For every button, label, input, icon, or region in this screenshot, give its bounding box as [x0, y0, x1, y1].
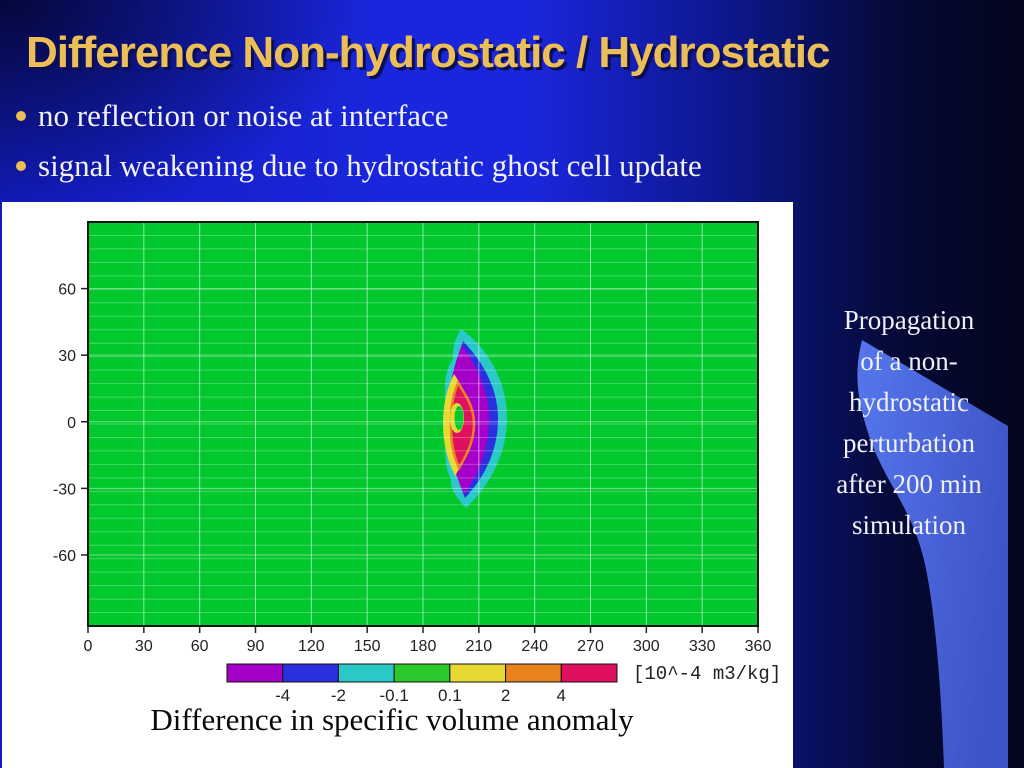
slide-title: Difference Non-hydrostatic / Hydrostatic: [26, 28, 831, 77]
side-note-line: perturbation: [843, 428, 975, 458]
side-note-line: simulation: [852, 510, 966, 540]
colorbar-segment: [393, 663, 451, 683]
colorbar-segment: [226, 663, 284, 683]
x-tick-label: 330: [689, 638, 716, 655]
colorbar-segment: [449, 663, 507, 683]
contour-plot: 0 30 60 90 120 150 180 210 240 270 300 330 36060300-…: [53, 221, 781, 705]
x-tick-label: 30: [135, 638, 153, 655]
x-tick-label: 360: [745, 638, 772, 655]
x-tick-label: 0: [84, 638, 93, 655]
x-tick-label: 270: [577, 638, 604, 655]
bullet-list: no reflection or noise at interface sign…: [14, 94, 702, 194]
bullet-dot-icon: [16, 111, 26, 121]
x-tick-label: 150: [354, 638, 381, 655]
y-tick-label: -60: [53, 548, 76, 565]
colorbar-label: 2: [501, 686, 510, 705]
x-tick-label: 90: [247, 638, 265, 655]
bullet-dot-icon: [16, 161, 26, 171]
plot-frame: [87, 221, 759, 627]
x-tick-label: 60: [191, 638, 209, 655]
bullet-text: signal weakening due to hydrostatic ghos…: [38, 148, 702, 183]
y-tick-label: 0: [67, 415, 76, 432]
bullet-item: signal weakening due to hydrostatic ghos…: [14, 144, 702, 188]
chart-caption: Difference in specific volume anomaly: [150, 702, 634, 737]
side-note-line: Propagation: [843, 305, 975, 335]
colorbar-segment: [282, 663, 339, 683]
bullet-text: no reflection or noise at interface: [38, 98, 449, 133]
bullet-item: no reflection or noise at interface: [14, 94, 702, 138]
colorbar-segment: [505, 663, 562, 683]
colorbar-label: 0.1: [438, 686, 462, 705]
side-note-line: of a non-: [860, 346, 958, 376]
y-tick-label: -30: [53, 481, 76, 498]
colorbar-label: -4: [275, 686, 290, 705]
y-tick-label: 60: [58, 282, 76, 299]
x-tick-label: 210: [465, 638, 492, 655]
x-tick-label: 240: [521, 638, 548, 655]
x-tick-label: 180: [410, 638, 437, 655]
colorbar-segment: [337, 663, 395, 683]
contour-core-spot: [454, 406, 464, 430]
side-note: Propagation of a non- hydrostatic pertur…: [803, 300, 1015, 546]
colorbar-units: [10^-4 m3/kg]: [633, 663, 781, 685]
side-note-line: hydrostatic: [849, 387, 969, 417]
colorbar-segment: [560, 663, 618, 683]
colorbar-label: 4: [557, 686, 566, 705]
y-tick-label: 30: [58, 348, 76, 365]
swoosh-shape: [857, 340, 1008, 768]
colorbar-label: -0.1: [379, 686, 408, 705]
side-note-line: after 200 min: [836, 469, 982, 499]
x-tick-label: 120: [298, 638, 325, 655]
x-tick-label: 300: [633, 638, 660, 655]
colorbar-label: -2: [331, 686, 346, 705]
chart-panel: 0 30 60 90 120 150 180 210 240 270 300 330 360 60 30 0-…: [2, 202, 793, 768]
